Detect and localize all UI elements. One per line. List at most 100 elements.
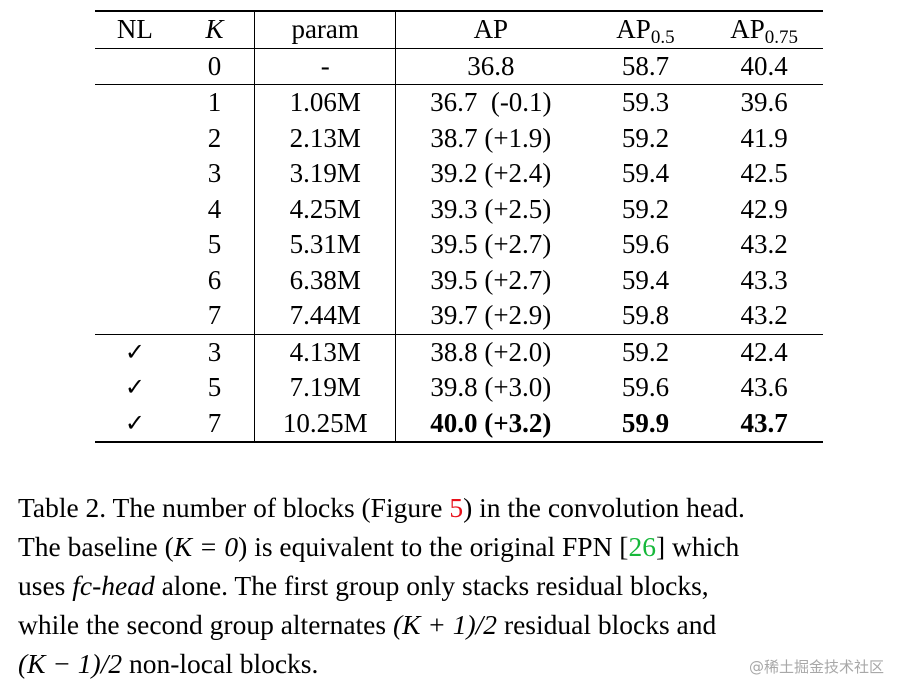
cell-ap50: 59.4 [621,158,670,188]
citation-link[interactable]: 26 [628,531,656,562]
caption-text: non-local blocks. [122,648,319,679]
header-ap50: AP0.5 [586,11,706,48]
caption-line-2: The baseline (K = 0) is equivalent to th… [18,527,900,566]
cell-k: 1 [207,87,222,117]
header-ap75: AP0.75 [705,11,823,48]
cell-ap50: 58.7 [621,50,670,81]
cell-k: 7 [207,300,222,330]
table-row: 7 7.44M 39.7 (+2.9) 59.8 43.2 [95,298,823,334]
table-row-best: ✓ 7 10.25M 40.0 (+3.2) 59.9 43.7 [95,405,823,442]
table-caption: Table 2. The number of blocks (Figure 5)… [18,488,900,683]
cell-k: 5 [207,372,222,402]
cell-ap75: 43.3 [740,264,788,295]
cell-ap50: 59.3 [621,87,670,117]
cell-ap50: 59.4 [621,264,670,295]
cell-nl [95,85,175,121]
header-ap75-base: AP [730,14,765,44]
table-row-baseline: 0 - 36.8 58.7 40.4 [95,48,823,85]
caption-line-3: uses fc-head alone. The first group only… [18,566,900,605]
cell-ap75: 43.7 [740,407,788,438]
table-row: 3 3.19M 39.2 (+2.4) 59.4 42.5 [95,156,823,192]
cell-ap75: 43.2 [740,300,788,330]
caption-text: The baseline ( [18,531,174,562]
table-row: 5 5.31M 39.5 (+2.7) 59.6 43.2 [95,227,823,263]
caption-math: K = 0 [173,531,239,562]
cell-ap75: 40.4 [740,50,788,81]
cell-ap: 39.2 (+2.4) [395,156,586,192]
cell-ap50: 59.8 [621,300,670,330]
cell-ap50: 59.9 [621,407,670,438]
cell-param: 7.19M [254,370,396,406]
cell-ap: 39.8 (+3.0) [395,370,586,406]
cell-ap: 38.8 (+2.0) [395,334,586,370]
table-header-row: NL K param AP AP0.5 AP0.75 [95,11,823,48]
cell-ap75: 43.6 [740,372,788,402]
cell-ap50: 59.6 [621,372,670,402]
caption-text: residual blocks and [497,609,717,640]
cell-k: 4 [207,193,222,224]
caption-text: ) in the convolution head. [463,492,745,523]
cell-ap: 36.7 (-0.1) [395,84,586,121]
cell-param: 4.25M [254,191,396,227]
cell-nl [95,263,175,299]
cell-ap: 40.0 (+3.2) [395,405,586,442]
cell-k: 0 [207,50,222,81]
cell-ap50: 59.2 [621,122,670,153]
cell-ap75: 42.4 [740,336,788,367]
table-row: 2 2.13M 38.7 (+1.9) 59.2 41.9 [95,120,823,157]
table-row: 6 6.38M 39.5 (+2.7) 59.4 43.3 [95,262,823,299]
cell-ap: 36.8 [395,48,586,85]
header-ap: AP [395,11,586,48]
check-icon: ✓ [124,408,145,437]
table-row: ✓ 3 4.13M 38.8 (+2.0) 59.2 42.4 [95,334,823,370]
cell-k: 7 [207,407,222,438]
results-table: NL K param AP AP0.5 AP0.75 0 - 36.8 58.7… [95,10,823,443]
cell-ap75: 42.9 [740,193,788,224]
cell-param: 6.38M [254,262,396,298]
cell-k: 2 [207,122,222,153]
cell-nl [95,298,175,334]
cell-ap50: 59.2 [621,336,670,367]
caption-math: (K − 1)/2 [18,648,123,679]
cell-param: 7.44M [254,298,396,334]
caption-text: ) is equivalent to the original FPN [ [238,531,629,562]
caption-text: Table 2. The number of blocks (Figure [18,492,450,523]
check-icon: ✓ [124,373,145,401]
cell-param: 1.06M [254,84,396,121]
cell-ap75: 41.9 [740,122,788,153]
caption-line-1: Table 2. The number of blocks (Figure 5)… [18,488,900,527]
caption-text: while the second group alternates [18,609,393,640]
cell-param: 3.19M [254,156,396,192]
header-nl: NL [116,14,153,44]
cell-ap: 38.7 (+1.9) [395,120,586,156]
figure-ref-link[interactable]: 5 [449,492,464,523]
header-ap50-sub: 0.5 [650,27,675,48]
cell-k: 5 [207,229,222,259]
cell-k: 3 [207,336,222,367]
header-param: param [254,11,396,48]
cell-ap: 39.5 (+2.7) [395,262,586,298]
caption-text: ] which [655,531,740,562]
cell-ap75: 39.6 [740,87,788,117]
cell-ap: 39.3 (+2.5) [395,191,586,227]
cell-ap: 39.5 (+2.7) [395,227,586,263]
cell-k: 3 [207,158,222,188]
cell-nl [95,121,175,157]
cell-param: 2.13M [254,120,396,156]
cell-param: - [254,48,396,85]
header-ap75-sub: 0.75 [764,27,798,48]
cell-ap75: 43.2 [740,229,788,259]
caption-text: alone. The first group only stacks resid… [154,570,709,601]
check-icon: ✓ [124,337,145,366]
cell-ap50: 59.6 [621,229,670,259]
cell-nl [95,227,175,263]
results-table-container: NL K param AP AP0.5 AP0.75 0 - 36.8 58.7… [95,10,823,443]
cell-param: 5.31M [254,227,396,263]
table-row: 4 4.25M 39.3 (+2.5) 59.2 42.9 [95,191,823,227]
caption-line-4: while the second group alternates (K + 1… [18,605,900,644]
header-k: K [205,14,224,44]
cell-k: 6 [207,264,222,295]
cell-param: 4.13M [254,334,396,370]
cell-param: 10.25M [254,405,396,442]
cell-ap50: 59.2 [621,193,670,224]
